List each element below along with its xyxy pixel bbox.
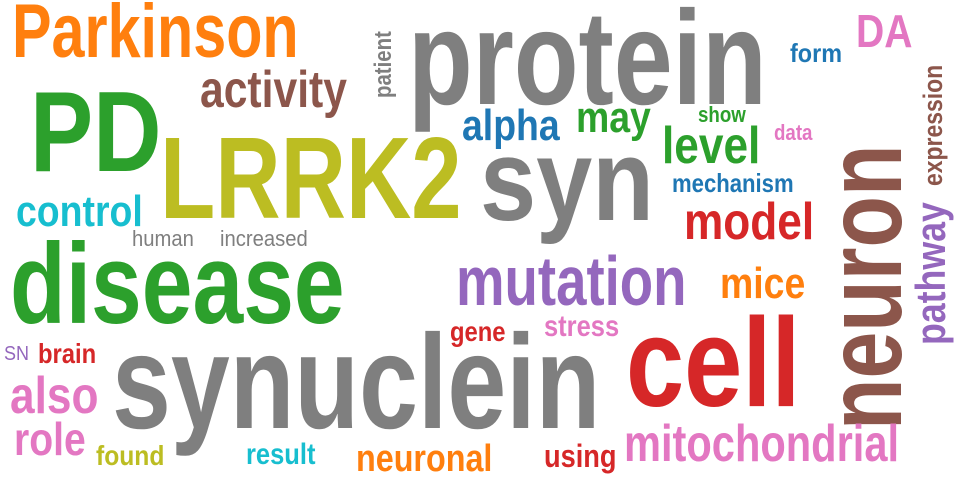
word-parkinson: Parkinson — [12, 0, 299, 74]
word-brain: brain — [38, 338, 97, 369]
word-level: level — [662, 117, 761, 175]
word-data: data — [774, 120, 813, 145]
word-gene: gene — [450, 316, 506, 347]
word-using: using — [544, 438, 617, 474]
word-role: role — [14, 413, 86, 465]
word-activity: activity — [200, 61, 347, 119]
word-cell: cell — [626, 292, 801, 433]
word-mutation: mutation — [456, 242, 687, 320]
word-mitochondrial: mitochondrial — [624, 415, 900, 473]
word-form: form — [790, 38, 843, 68]
word-mice: mice — [720, 259, 806, 308]
word-sn: SN — [4, 343, 30, 365]
word-pd: PD — [30, 69, 162, 196]
word-pathway: pathway — [907, 202, 954, 345]
word-control: control — [16, 187, 143, 236]
word-stress: stress — [544, 310, 620, 343]
word-expression: expression — [918, 64, 948, 186]
word-mechanism: mechanism — [672, 168, 794, 198]
word-alpha: alpha — [462, 101, 560, 150]
word-lrrk2: LRRK2 — [160, 113, 462, 243]
word-protein: protein — [408, 0, 767, 133]
word-da: DA — [856, 5, 913, 57]
word-model: model — [684, 193, 815, 251]
word-also: also — [10, 367, 99, 425]
word-disease: disease — [10, 221, 345, 348]
word-human: human — [132, 226, 194, 251]
word-show: show — [698, 102, 746, 127]
word-increased: increased — [220, 226, 308, 251]
word-neuron: neuron — [803, 144, 924, 430]
word-result: result — [246, 438, 316, 471]
word-patient: patient — [370, 31, 397, 98]
word-neuronal: neuronal — [356, 438, 493, 480]
word-found: found — [96, 440, 165, 471]
word-syn: syn — [480, 115, 654, 245]
word-synuclein: synuclein — [112, 308, 601, 457]
word-may: may — [576, 93, 651, 142]
